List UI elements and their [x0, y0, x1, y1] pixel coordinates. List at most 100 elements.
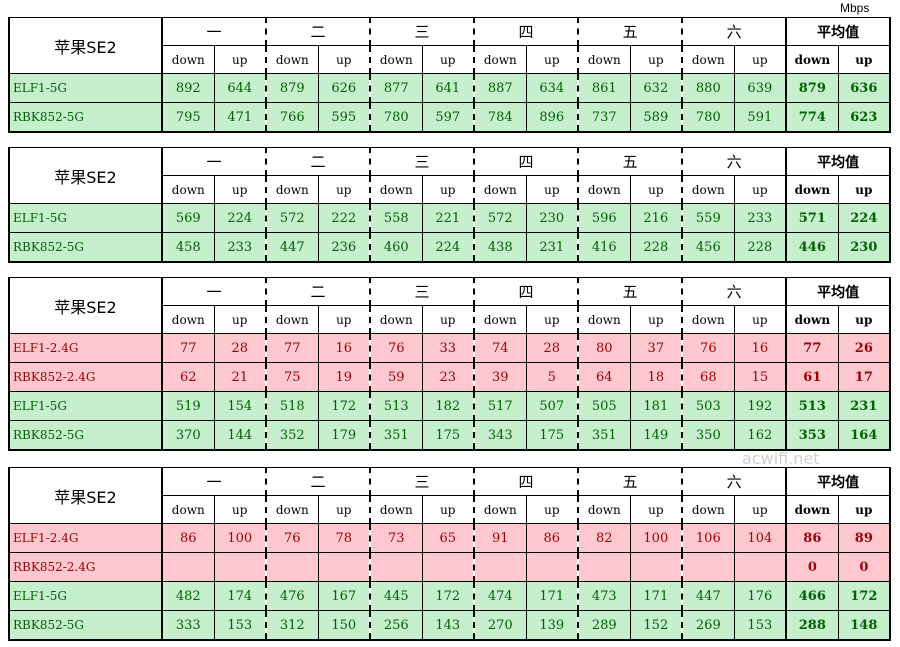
avg-down-value: 513	[785, 391, 839, 421]
down-value: 350	[681, 420, 735, 451]
up-value: 15	[733, 362, 787, 392]
speed-table: 苹果SE2 一二三四五六平均值 down up down up down up down up do…	[8, 277, 892, 451]
down-value: 76	[681, 333, 735, 363]
avg-up-value: 231	[837, 391, 892, 421]
down-value: 460	[369, 232, 423, 263]
up-value: 144	[213, 420, 267, 451]
up-value: 179	[317, 420, 371, 451]
up-value	[629, 552, 683, 582]
day-header: 一	[161, 147, 267, 176]
up-value: 143	[421, 610, 475, 641]
down-value: 74	[473, 333, 527, 363]
average-header: 平均值	[785, 467, 892, 496]
up-value: 33	[421, 333, 475, 363]
day-header: 三	[369, 277, 475, 306]
up-value: 626	[317, 73, 371, 103]
down-value: 447	[265, 232, 319, 263]
day-header: 二	[265, 147, 371, 176]
down-value: 438	[473, 232, 527, 263]
down-value: 505	[577, 391, 631, 421]
up-value: 139	[525, 610, 579, 641]
avg-up-value: 89	[837, 523, 892, 553]
down-value: 476	[265, 581, 319, 611]
watermark: acwifi.net	[742, 449, 820, 468]
down-subheader: down	[473, 305, 527, 334]
down-value: 64	[577, 362, 631, 392]
down-subheader: down	[369, 495, 423, 524]
down-value: 59	[369, 362, 423, 392]
up-value: 5	[525, 362, 579, 392]
up-value: 172	[421, 581, 475, 611]
down-value: 458	[161, 232, 215, 263]
up-subheader: up	[525, 45, 579, 74]
speed-table: 苹果SE2 一二三四五六平均值 down up down up down up down up do…	[8, 467, 892, 641]
avg-up-value: 17	[837, 362, 892, 392]
up-subheader: up	[213, 305, 267, 334]
down-value: 518	[265, 391, 319, 421]
down-value: 784	[473, 102, 527, 133]
down-subheader: down	[681, 495, 735, 524]
row-label: RBK852-5G	[8, 420, 163, 451]
row-label: RBK852-2.4G	[8, 552, 163, 582]
down-subheader: down	[369, 45, 423, 74]
up-value: 632	[629, 73, 683, 103]
table-row: RBK852-2.4G 0 0	[8, 552, 892, 582]
down-value: 73	[369, 523, 423, 553]
up-subheader: up	[421, 175, 475, 204]
up-value: 224	[213, 203, 267, 233]
down-value: 474	[473, 581, 527, 611]
average-header: 平均值	[785, 147, 892, 176]
down-value: 312	[265, 610, 319, 641]
down-value: 82	[577, 523, 631, 553]
up-subheader: up	[629, 305, 683, 334]
down-subheader: down	[265, 175, 319, 204]
down-value	[161, 552, 215, 582]
avg-up-value: 224	[837, 203, 892, 233]
up-value: 634	[525, 73, 579, 103]
up-value	[317, 552, 371, 582]
up-value: 597	[421, 102, 475, 133]
up-value: 228	[629, 232, 683, 263]
down-value: 456	[681, 232, 735, 263]
avg-down-value: 86	[785, 523, 839, 553]
down-subheader: down	[785, 495, 839, 524]
down-subheader: down	[785, 45, 839, 74]
average-header: 平均值	[785, 277, 892, 306]
table-corner-title: 苹果SE2	[8, 147, 163, 204]
down-value: 270	[473, 610, 527, 641]
up-value: 86	[525, 523, 579, 553]
down-value	[473, 552, 527, 582]
up-value: 233	[213, 232, 267, 263]
down-value	[681, 552, 735, 582]
down-value: 596	[577, 203, 631, 233]
up-subheader: up	[317, 305, 371, 334]
up-value: 37	[629, 333, 683, 363]
up-value: 153	[733, 610, 787, 641]
day-header: 四	[473, 277, 579, 306]
down-value: 343	[473, 420, 527, 451]
day-header: 五	[577, 277, 683, 306]
down-value: 877	[369, 73, 423, 103]
up-subheader: up	[525, 495, 579, 524]
down-subheader: down	[577, 495, 631, 524]
up-value: 21	[213, 362, 267, 392]
row-label: RBK852-5G	[8, 610, 163, 641]
avg-down-value: 353	[785, 420, 839, 451]
up-value: 230	[525, 203, 579, 233]
table-corner-title: 苹果SE2	[8, 467, 163, 524]
up-value: 233	[733, 203, 787, 233]
up-value: 236	[317, 232, 371, 263]
up-value: 595	[317, 102, 371, 133]
down-value: 880	[681, 73, 735, 103]
avg-down-value: 288	[785, 610, 839, 641]
down-subheader: down	[681, 175, 735, 204]
down-subheader: down	[577, 305, 631, 334]
down-value: 86	[161, 523, 215, 553]
avg-up-value: 164	[837, 420, 892, 451]
speed-table: 苹果SE2 一二三四五六平均值 down up down up down up down up do…	[8, 147, 892, 263]
up-value: 639	[733, 73, 787, 103]
up-value: 171	[629, 581, 683, 611]
up-value: 175	[525, 420, 579, 451]
up-value	[213, 552, 267, 582]
down-value: 106	[681, 523, 735, 553]
